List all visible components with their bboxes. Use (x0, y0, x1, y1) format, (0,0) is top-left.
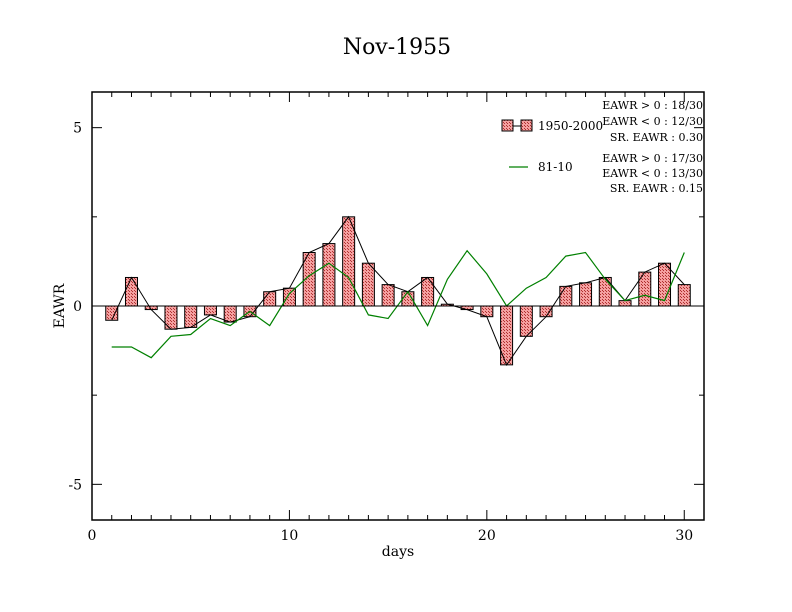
stat-text: EAWR > 0 : 18/30 (602, 99, 703, 112)
legend-label-1950-2000: 1950-2000 (538, 119, 603, 133)
stat-text: SR. EAWR : 0.15 (610, 182, 703, 195)
bar-day-2 (124, 276, 138, 307)
x-tick-label: 20 (478, 528, 496, 544)
bar-day-30 (677, 284, 691, 307)
stat-text: EAWR < 0 : 13/30 (602, 167, 703, 180)
bar-day-21 (500, 305, 514, 366)
bar-day-25 (579, 282, 593, 307)
bar-day-19 (460, 305, 474, 311)
y-tick-label: -5 (68, 477, 82, 493)
x-axis-label: days (382, 544, 414, 560)
bar-day-17 (421, 276, 435, 307)
stat-text: EAWR > 0 : 17/30 (602, 152, 703, 165)
line-series-81-10 (111, 249, 685, 359)
bar-day-12 (322, 243, 336, 307)
legend: 1950-2000 81-10 (501, 119, 603, 174)
legend-label-81-10: 81-10 (538, 160, 573, 174)
y-axis-label: EAWR (52, 283, 68, 328)
bar-series-line (111, 215, 685, 366)
stat-text: SR. EAWR : 0.30 (610, 131, 703, 144)
stats-block: EAWR > 0 : 18/30 EAWR < 0 : 12/30 SR. EA… (602, 99, 703, 195)
bar-day-23 (539, 305, 553, 318)
bar-day-24 (559, 285, 573, 307)
x-tick-label: 30 (675, 528, 693, 544)
bar-day-1 (105, 305, 119, 321)
y-tick-label: 0 (73, 299, 82, 315)
bar-series (105, 216, 691, 366)
x-tick-label: 0 (88, 528, 97, 544)
legend-swatch-right (520, 119, 533, 132)
stat-text: EAWR < 0 : 12/30 (602, 115, 703, 128)
bar-day-10 (282, 287, 296, 307)
bar-day-27 (618, 300, 632, 307)
bar-day-6 (203, 305, 217, 316)
y-axis-ticks: -5 0 5 (68, 121, 704, 493)
chart-title: Nov-1955 (343, 35, 451, 60)
bar-day-9 (263, 291, 277, 307)
x-axis-ticks: 0 10 20 30 (88, 92, 693, 544)
x-tick-label: 10 (281, 528, 299, 544)
bar-day-13 (342, 216, 356, 307)
bar-day-7 (223, 305, 237, 323)
legend-swatch-left (501, 119, 514, 132)
bar-day-14 (361, 262, 375, 307)
y-tick-label: 5 (73, 121, 82, 137)
bar-day-15 (381, 284, 395, 307)
bar-day-28 (638, 271, 652, 307)
